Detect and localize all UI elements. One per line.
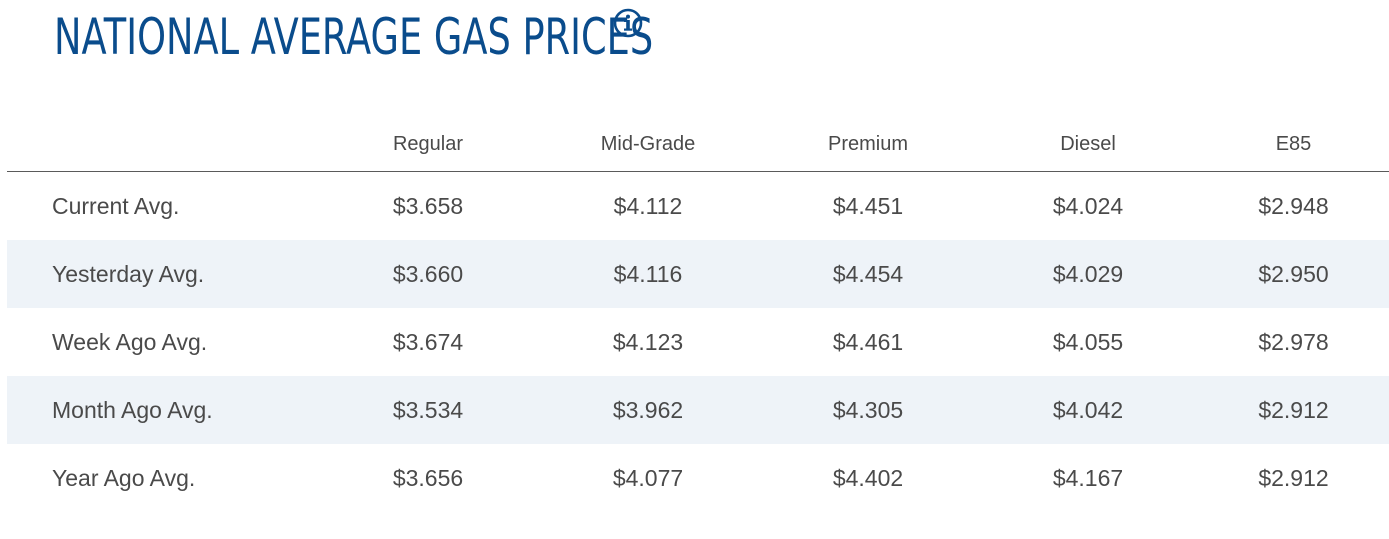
gas-prices-table: Regular Mid-Grade Premium Diesel E85 Cur… xyxy=(7,118,1389,512)
table-row: Yesterday Avg. $3.660 $4.116 $4.454 $4.0… xyxy=(7,240,1389,308)
row-label: Current Avg. xyxy=(52,192,180,219)
price-mid-grade: $4.112 xyxy=(613,192,683,219)
column-header-regular: Regular xyxy=(318,118,538,172)
price-premium: $4.305 xyxy=(758,376,978,444)
price-regular: $3.660 xyxy=(318,240,538,308)
row-label: Yesterday Avg. xyxy=(7,240,318,308)
page-title: NATIONAL AVERAGE GAS PRICES xyxy=(54,8,654,66)
table-row: Week Ago Avg. $3.674 $4.123 $4.461 $4.05… xyxy=(7,308,1389,376)
price-mid-grade: $4.116 xyxy=(538,240,758,308)
column-header-premium: Premium xyxy=(758,118,978,172)
price-premium: $4.451 xyxy=(832,192,904,219)
row-label: Month Ago Avg. xyxy=(7,376,318,444)
price-diesel: $4.055 xyxy=(1052,328,1124,355)
table-row: Year Ago Avg. $3.656 $4.077 $4.402 $4.16… xyxy=(7,444,1389,512)
price-premium: $4.402 xyxy=(832,464,904,491)
table-header-row: Regular Mid-Grade Premium Diesel E85 xyxy=(7,118,1389,172)
price-e85: $2.948 xyxy=(1258,192,1329,219)
info-circle-icon[interactable] xyxy=(613,8,643,38)
table-row: Current Avg. $3.658 $4.112 $4.451 $4.024… xyxy=(7,172,1389,241)
column-header-blank xyxy=(7,118,318,172)
column-header-diesel: Diesel xyxy=(978,118,1198,172)
price-regular: $3.658 xyxy=(392,192,464,219)
price-e85: $2.912 xyxy=(1198,376,1389,444)
price-diesel: $4.167 xyxy=(1052,464,1124,491)
price-regular: $3.656 xyxy=(392,464,464,491)
price-regular: $3.534 xyxy=(318,376,538,444)
page-header: NATIONAL AVERAGE GAS PRICES xyxy=(54,8,654,66)
price-diesel: $4.024 xyxy=(1052,192,1124,219)
title-wrapper: NATIONAL AVERAGE GAS PRICES xyxy=(54,8,654,66)
price-premium: $4.461 xyxy=(832,328,904,355)
price-diesel: $4.029 xyxy=(978,240,1198,308)
price-e85: $2.978 xyxy=(1258,328,1329,355)
row-label: Week Ago Avg. xyxy=(52,328,208,355)
price-mid-grade: $4.077 xyxy=(612,464,684,491)
table-row: Month Ago Avg. $3.534 $3.962 $4.305 $4.0… xyxy=(7,376,1389,444)
price-mid-grade: $4.123 xyxy=(612,328,684,355)
price-e85: $2.912 xyxy=(1258,464,1329,491)
price-e85: $2.950 xyxy=(1198,240,1389,308)
price-diesel: $4.042 xyxy=(978,376,1198,444)
price-regular: $3.674 xyxy=(392,328,464,355)
column-header-e85: E85 xyxy=(1198,118,1389,172)
row-label: Year Ago Avg. xyxy=(52,464,196,491)
column-header-mid-grade: Mid-Grade xyxy=(538,118,758,172)
price-mid-grade: $3.962 xyxy=(538,376,758,444)
price-premium: $4.454 xyxy=(758,240,978,308)
